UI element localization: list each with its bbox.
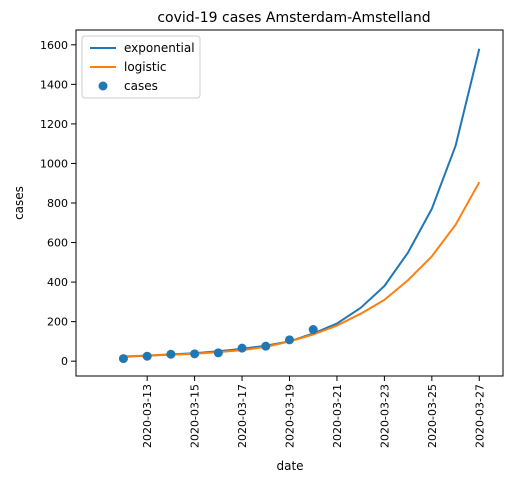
y-tick-label: 1200	[40, 118, 68, 131]
y-axis: 0 200 400 600 800 1000 1200 1400 1600	[40, 39, 76, 368]
x-tick-label: 2020-03-15	[189, 384, 202, 448]
x-tick-label: 2020-03-21	[331, 384, 344, 448]
data-point-cases	[237, 343, 247, 353]
series-layer	[118, 48, 481, 364]
x-axis: 2020-03-13 2020-03-15 2020-03-17 2020-03-19…	[141, 376, 486, 448]
y-tick-label: 200	[47, 316, 68, 329]
data-point-cases	[285, 335, 294, 345]
y-tick-label: 600	[47, 237, 68, 250]
y-tick-label: 1400	[40, 78, 68, 91]
legend-label-cases: cases	[124, 79, 158, 93]
data-point-cases	[261, 341, 271, 351]
data-point-cases	[213, 348, 223, 358]
x-tick-label: 2020-03-19	[284, 384, 297, 448]
x-axis-label: date	[276, 459, 303, 473]
legend-box	[81, 35, 201, 99]
series-line-logistic	[123, 181, 481, 358]
y-tick-label: 0	[61, 355, 68, 368]
data-point-cases	[308, 325, 318, 335]
data-point-cases	[142, 351, 152, 361]
legend-label-logistic: logistic	[124, 60, 167, 74]
x-tick-label: 2020-03-25	[426, 384, 439, 448]
data-point-cases	[166, 349, 176, 359]
y-tick-label: 1600	[40, 39, 68, 52]
y-axis-label: cases	[12, 186, 26, 220]
legend-swatch-cases	[98, 81, 108, 91]
x-tick-label: 2020-03-23	[378, 384, 391, 448]
data-point-cases	[190, 349, 200, 359]
legend-label-exponential: exponential	[124, 41, 195, 55]
y-tick-label: 800	[47, 197, 68, 210]
y-tick-label: 400	[47, 276, 68, 289]
data-point-cases	[118, 354, 128, 364]
chart-title: covid-19 cases Amsterdam-Amstelland	[157, 10, 430, 26]
legend: exponential logistic cases	[81, 35, 201, 99]
x-tick-label: 2020-03-13	[141, 384, 154, 448]
x-tick-label: 2020-03-17	[236, 384, 249, 448]
x-tick-label: 2020-03-27	[473, 384, 486, 448]
y-tick-label: 1000	[40, 157, 68, 170]
